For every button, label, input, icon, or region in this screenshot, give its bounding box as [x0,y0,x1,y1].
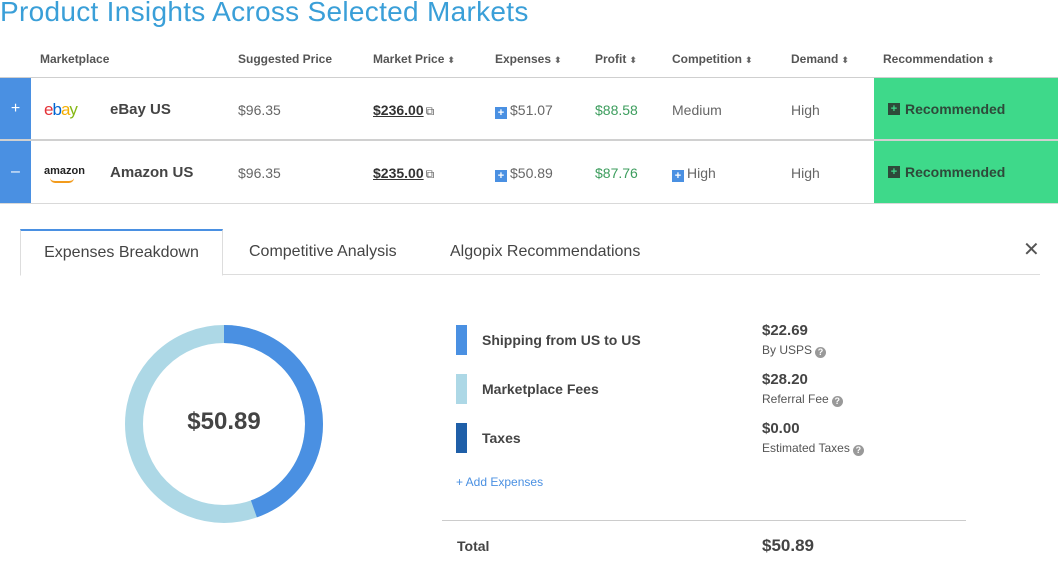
sort-icon: ⬍ [841,55,849,65]
demand-value: High [791,165,820,181]
external-link-icon[interactable]: ⧉ [425,167,435,181]
collapse-row-button[interactable]: – [0,141,31,203]
expense-sub: Referral Fee? [762,392,843,407]
marketplace-name: Amazon US [110,164,194,181]
amazon-logo: amazon [44,165,85,183]
ebay-logo: ebay [44,100,78,119]
header-expenses-label: Expenses [495,52,552,66]
demand-value: High [791,102,820,118]
tab-competitive-analysis[interactable]: Competitive Analysis [249,243,397,260]
header-market-price-label: Market Price [373,52,445,66]
expense-sub-label: Referral Fee [762,392,829,406]
header-suggested-price: Suggested Price [238,52,333,66]
expand-competition-icon[interactable]: + [672,170,684,182]
table-row: – amazon Amazon US $96.35 $235.00 ⧉ + $50.… [0,141,1058,204]
header-demand-label: Demand [791,52,839,66]
header-recommendation[interactable]: Recommendation ⬍ [883,52,994,66]
header-recommendation-label: Recommendation [883,52,984,66]
profit-value: $87.76 [595,165,638,181]
expense-name: Marketplace Fees [482,381,599,397]
expense-name: Taxes [482,430,521,446]
markets-table: Marketplace Suggested Price Market Price… [0,40,1058,204]
competition-value: High [687,165,716,181]
recommendation-label: Recommended [905,164,1006,180]
competition-cell: + High [672,165,716,182]
table-row: + ebay eBay US $96.35 $236.00 ⧉ + $51.07 $… [0,78,1058,141]
help-icon[interactable]: ? [831,396,843,407]
header-demand[interactable]: Demand ⬍ [791,52,849,66]
expand-expenses-icon[interactable]: + [495,170,507,182]
help-icon[interactable]: ? [815,347,827,358]
donut-segment-shipping [125,325,323,523]
expense-sub-label: Estimated Taxes [762,441,850,455]
sort-icon: ⬍ [554,55,562,65]
expenses-value: $51.07 [510,102,553,118]
page-title: Product Insights Across Selected Markets [0,0,529,27]
table-header: Marketplace Suggested Price Market Price… [0,40,1058,78]
expand-expenses-icon[interactable]: + [495,107,507,119]
sort-icon: ⬍ [745,55,753,65]
profit-value: $88.58 [595,102,638,118]
close-icon[interactable]: ✕ [1023,239,1040,261]
header-profit-label: Profit [595,52,627,66]
expense-name: Shipping from US to US [482,332,641,348]
external-link-icon[interactable]: ⧉ [425,104,435,118]
expense-sub: Estimated Taxes? [762,441,864,456]
donut-total: $50.89 [187,408,261,435]
plus-icon: + [888,166,900,178]
header-competition[interactable]: Competition ⬍ [672,52,753,66]
legend-swatch [456,374,467,404]
total-value: $50.89 [762,536,814,555]
expense-sub-label: By USPS [762,343,813,357]
tab-expenses-breakdown[interactable]: Expenses Breakdown [20,229,223,276]
expenses-donut-chart [125,325,323,523]
recommendation-label: Recommended [905,100,1006,117]
add-expenses-link[interactable]: + Add Expenses [456,475,544,489]
header-competition-label: Competition [672,52,742,66]
header-expenses[interactable]: Expenses ⬍ [495,52,562,66]
market-price-value[interactable]: $235.00 [373,165,424,181]
expense-sub: By USPS? [762,343,827,358]
recommendation-badge[interactable]: + Recommended [874,78,1058,139]
expense-value: $22.69 [762,322,808,339]
expense-value: $0.00 [762,420,800,437]
expand-row-button[interactable]: + [0,78,31,139]
amazon-smile-icon [50,178,74,183]
header-profit[interactable]: Profit ⬍ [595,52,637,66]
total-label: Total [457,538,490,554]
tab-algopix-recommendations[interactable]: Algopix Recommendations [450,243,641,260]
header-marketplace: Marketplace [40,52,110,66]
expenses-value: $50.89 [510,165,553,181]
legend-swatch [456,423,467,453]
competition-value: Medium [672,102,722,118]
plus-icon: + [888,102,900,115]
market-price-link[interactable]: $235.00 ⧉ [373,165,434,182]
market-price-link[interactable]: $236.00 ⧉ [373,102,434,119]
market-price-value[interactable]: $236.00 [373,102,424,118]
sort-icon: ⬍ [986,55,995,65]
sort-icon: ⬍ [629,55,637,65]
recommendation-badge[interactable]: + Recommended [874,141,1058,203]
legend-swatch [456,325,467,355]
suggested-price: $96.35 [238,165,281,181]
header-market-price[interactable]: Market Price ⬍ [373,52,455,66]
marketplace-name: eBay US [110,101,171,118]
suggested-price: $96.35 [238,102,281,118]
expenses-cell: + $51.07 [495,102,553,119]
sort-icon: ⬍ [447,55,455,65]
detail-tabs: Expenses Breakdown Competitive Analysis … [20,229,1040,276]
help-icon[interactable]: ? [852,445,864,456]
divider [442,520,966,521]
expenses-cell: + $50.89 [495,165,553,182]
expense-value: $28.20 [762,371,808,388]
